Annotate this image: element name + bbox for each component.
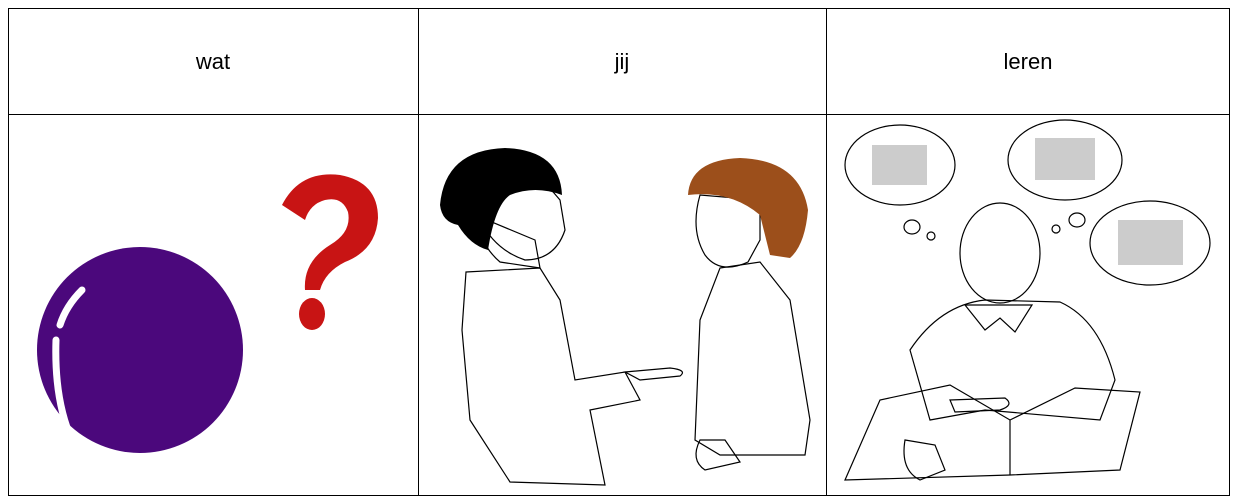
leren-pictogram xyxy=(844,119,1211,481)
jij-pictogram xyxy=(440,148,811,486)
header-cell: jij xyxy=(614,49,630,74)
header-cell: wat xyxy=(195,49,230,74)
table-border xyxy=(8,8,1230,496)
wat-pictogram xyxy=(37,174,378,453)
header-cell: leren xyxy=(1004,49,1053,74)
